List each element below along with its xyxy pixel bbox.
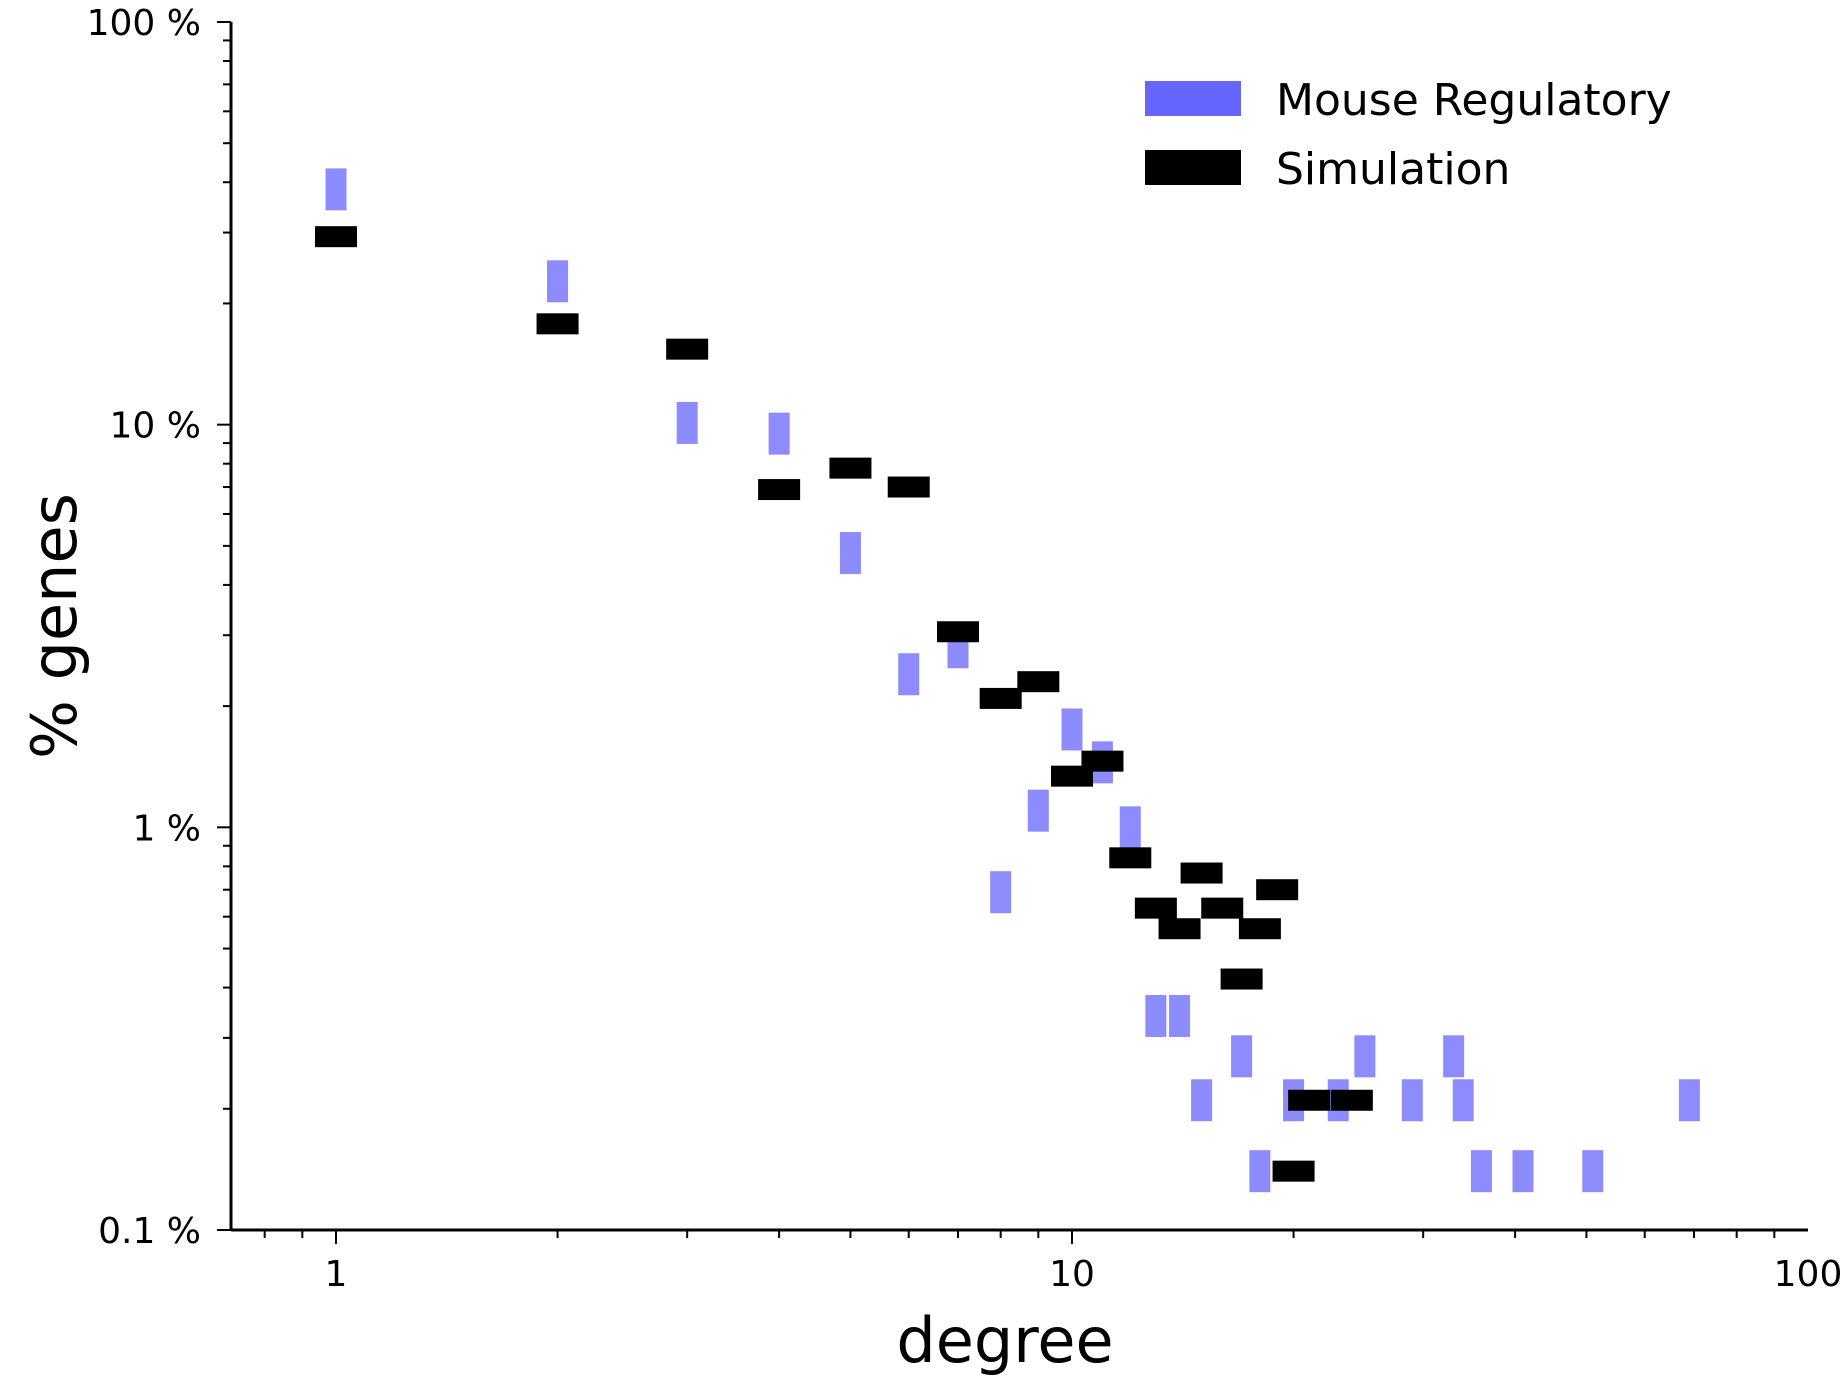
mouse-regulatory-point	[1354, 1035, 1376, 1078]
x-ticks: 1 10 100	[263, 1230, 1843, 1295]
simulation-point	[758, 479, 801, 501]
y-axis-title: % genes	[18, 493, 91, 759]
mouse-regulatory-point	[1027, 789, 1049, 832]
simulation-point	[1272, 1160, 1315, 1182]
x-tick-label: 100	[1774, 1254, 1843, 1295]
y-tick-label: 10 %	[110, 406, 201, 447]
mouse-regulatory-point	[1249, 1150, 1271, 1193]
x-axis-title: degree	[896, 1304, 1113, 1377]
legend: Mouse Regulatory Simulation	[1145, 75, 1672, 195]
simulation-point	[1109, 847, 1152, 869]
mouse-regulatory-point	[990, 871, 1012, 914]
simulation-point	[666, 338, 709, 360]
axes: 1 10 100 0.1 % 1 % 10 % 100 %	[87, 3, 1843, 1295]
simulation-point	[1220, 968, 1263, 990]
mouse-regulatory-point	[1452, 1079, 1474, 1122]
simulation-point	[1081, 750, 1124, 772]
plot-marks	[315, 168, 1700, 1193]
simulation-point	[1017, 671, 1060, 693]
simulation-point	[536, 313, 579, 335]
mouse-regulatory-point	[839, 532, 861, 575]
x-tick-label: 1	[325, 1254, 348, 1295]
mouse-regulatory-point	[1169, 994, 1191, 1037]
legend-swatch-simulation	[1145, 150, 1241, 185]
mouse-regulatory-point	[1061, 708, 1083, 751]
simulation-point	[887, 476, 930, 498]
simulation-point	[936, 621, 979, 643]
legend-swatch-mouse-regulatory	[1145, 81, 1241, 116]
mouse-regulatory-point	[1443, 1035, 1465, 1078]
y-ticks: 0.1 % 1 % 10 % 100 %	[87, 3, 231, 1252]
simulation-point	[1158, 918, 1201, 940]
mouse-regulatory-point	[1512, 1150, 1534, 1193]
mouse-regulatory-point	[1231, 1035, 1253, 1078]
mouse-regulatory-point	[768, 412, 790, 455]
mouse-regulatory-point	[325, 168, 347, 211]
mouse-regulatory-point	[676, 401, 698, 444]
series-simulation	[315, 226, 1373, 1182]
simulation-point	[1256, 879, 1299, 901]
simulation-point	[1180, 862, 1223, 884]
mouse-regulatory-point	[1582, 1150, 1604, 1193]
mouse-regulatory-point	[1191, 1079, 1213, 1122]
mouse-regulatory-point	[1678, 1079, 1700, 1122]
simulation-point	[1201, 897, 1244, 919]
simulation-point	[1330, 1089, 1373, 1111]
mouse-regulatory-point	[1119, 806, 1141, 849]
y-tick-label: 100 %	[87, 3, 201, 44]
series-mouse-regulatory	[325, 168, 1700, 1193]
legend-label-mouse-regulatory: Mouse Regulatory	[1276, 75, 1672, 126]
simulation-point	[315, 226, 358, 248]
y-tick-label: 0.1 %	[98, 1211, 201, 1252]
simulation-point	[1288, 1089, 1331, 1111]
x-tick-label: 10	[1049, 1254, 1095, 1295]
mouse-regulatory-point	[1401, 1079, 1423, 1122]
simulation-point	[829, 457, 872, 479]
legend-label-simulation: Simulation	[1276, 144, 1510, 195]
mouse-regulatory-point	[547, 260, 569, 303]
simulation-point	[1134, 897, 1177, 919]
mouse-regulatory-point	[898, 653, 920, 696]
simulation-point	[1238, 918, 1281, 940]
mouse-regulatory-point	[1470, 1150, 1492, 1193]
mouse-regulatory-point	[1145, 994, 1167, 1037]
y-tick-label: 1 %	[132, 808, 201, 849]
simulation-point	[979, 687, 1022, 709]
